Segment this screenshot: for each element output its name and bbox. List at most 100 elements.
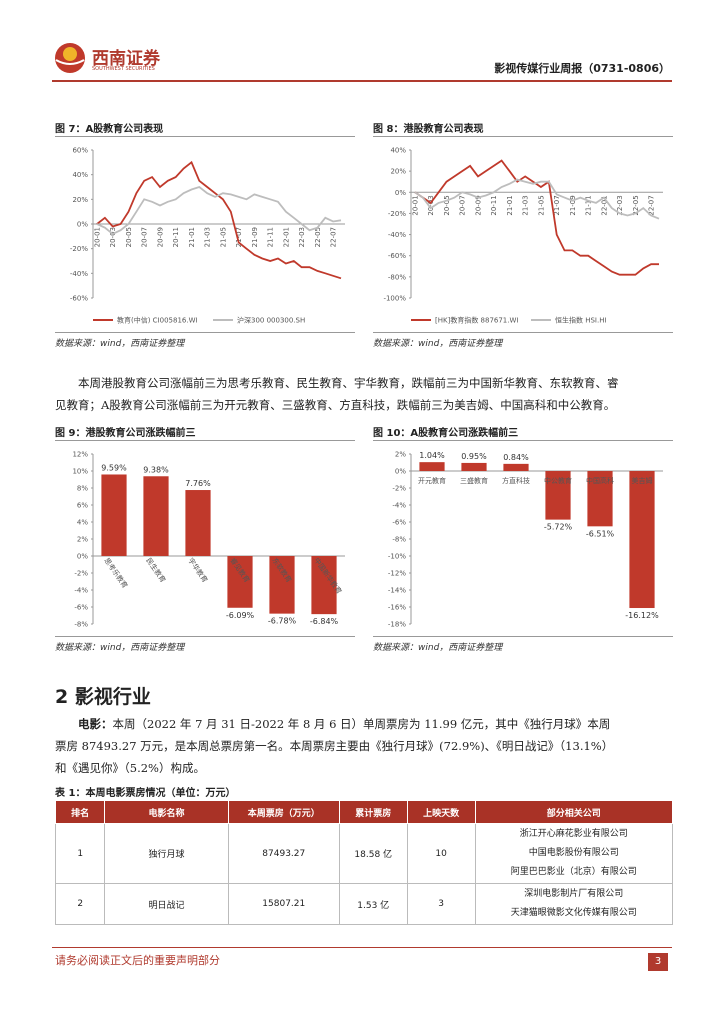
y-tick-label: 2%	[395, 451, 406, 459]
y-tick-label: 0%	[77, 221, 88, 229]
x-tick-label: 21-01	[188, 227, 196, 247]
x-tick-label: 20-03	[109, 227, 117, 247]
table-caption: 表 1：本周电影票房情况（单位：万元）	[55, 788, 236, 799]
cell: 浙江开心麻花影业有限公司 中国电影股份有限公司 阿里巴巴影业（北京）有限公司	[474, 823, 674, 884]
y-tick-label: -60%	[388, 252, 406, 260]
company: 中国电影股份有限公司	[528, 848, 619, 858]
legend-label: [HK]教育指数 887671.WI	[435, 316, 518, 325]
y-tick-label: 4%	[77, 519, 88, 527]
x-tick-label: 中公教育	[544, 476, 572, 485]
bar	[101, 474, 127, 556]
x-tick-label: 22-01	[600, 195, 608, 215]
cell: 1	[54, 823, 106, 884]
figure-title: 图 10：A股教育公司涨跌幅前三	[373, 428, 519, 439]
x-tick-label: 21-05	[537, 195, 545, 215]
y-tick-label: 6%	[77, 502, 88, 510]
y-tick-label: 0%	[77, 553, 88, 561]
bar	[587, 471, 613, 527]
logo	[55, 43, 85, 73]
y-tick-label: 2%	[77, 536, 88, 544]
bar	[419, 462, 445, 471]
x-tick-label: 21-07	[235, 227, 243, 247]
row: 2 明日战记 15807.21 1.53 亿 3 深圳电影制片厂有限公司 天津猫眼微影文化传…	[54, 883, 674, 925]
x-tick-label: 20-01	[94, 227, 102, 247]
x-tick-label: 美吉姆	[632, 476, 653, 485]
figure-rule	[55, 136, 355, 137]
figure-rule	[55, 636, 355, 637]
figure-title: 图 9：港股教育公司涨跌幅前三	[55, 428, 196, 439]
cell: 18.58 亿	[338, 823, 408, 884]
chart: -18% -16% -14% -12% -10% -8% -6% -4% -2% 0% 2% 1.04…	[388, 451, 663, 629]
cell: 2	[54, 883, 106, 925]
lead: 电影：	[78, 717, 113, 731]
figure-rule	[55, 440, 355, 441]
cell: 3	[406, 883, 476, 925]
footer-notice: 请务必阅读正文后的重要声明部分	[55, 954, 220, 967]
paragraph: 本周港股教育公司涨幅前三为思考乐教育、民生教育、宇华教育，跌幅前三为中国新华教育…	[55, 376, 619, 412]
header-rule	[52, 80, 672, 82]
y-tick-label: -100%	[383, 295, 406, 303]
value-label: -5.72%	[544, 523, 573, 532]
figure-title: 图 7：A股教育公司表现	[55, 124, 164, 135]
y-tick-label: 0%	[395, 189, 406, 197]
section-title: 2 影视行业	[55, 686, 151, 708]
cell: 深圳电影制片厂有限公司 天津猫眼微影文化传媒有限公司	[474, 883, 674, 925]
y-tick-label: -4%	[74, 587, 88, 595]
bar	[545, 471, 571, 520]
header-cell: 排名	[54, 800, 106, 824]
y-tick-label: 40%	[72, 171, 88, 179]
bar	[185, 490, 211, 556]
value-label: 9.38%	[143, 465, 169, 474]
y-tick-label: -8%	[74, 621, 88, 629]
chart: -8% -6% -4% -2% 0% 2% 4% 6% 8% 10% 12% 9.59% 思考乐教育 9.…	[72, 451, 345, 629]
y-tick-label: -40%	[70, 270, 88, 278]
cell: 10	[406, 823, 476, 884]
bar	[461, 462, 487, 471]
y-tick-label: -60%	[70, 295, 88, 303]
x-tick-label: 21-05	[219, 227, 227, 247]
value-label: 7.76%	[185, 479, 211, 488]
report-title: 影视传媒行业周报（0731-0806）	[494, 62, 670, 75]
bar	[311, 556, 337, 615]
y-tick-label: 40%	[390, 147, 406, 155]
y-tick-label: -8%	[392, 536, 406, 544]
figure-rule	[373, 136, 673, 137]
value-label: 0.84%	[503, 453, 529, 462]
x-tick-label: 20-11	[172, 227, 180, 247]
y-tick-label: 10%	[72, 468, 88, 476]
x-tick-label: 宇华教育	[186, 556, 209, 584]
y-tick-label: -80%	[388, 273, 406, 281]
x-tick-label: 20-03	[427, 195, 435, 215]
header-cell: 电影名称	[104, 800, 229, 824]
cell: 15807.21	[227, 883, 340, 925]
company: 浙江开心麻花影业有限公司	[519, 829, 628, 839]
x-tick-label: 22-01	[282, 227, 290, 247]
x-tick-label: 20-05	[125, 227, 133, 247]
bar	[629, 471, 655, 609]
x-tick-label: 20-11	[490, 195, 498, 215]
value-label: 1.04%	[419, 451, 445, 460]
x-tick-label: 20-09	[156, 227, 164, 247]
x-tick-label: 21-09	[251, 227, 259, 247]
bar	[143, 476, 169, 556]
y-tick-label: -6%	[392, 519, 406, 527]
x-tick-label: 20-05	[443, 195, 451, 215]
line	[96, 185, 342, 235]
y-tick-label: -18%	[388, 621, 406, 629]
cell: 独行月球	[104, 823, 229, 884]
x-tick-label: 三盛教育	[460, 476, 488, 485]
legend-label: 恒生指数 HSI.HI	[555, 316, 607, 325]
figure-rule	[373, 332, 673, 333]
y-tick-label: 8%	[77, 485, 88, 493]
x-tick-label: 22-07	[648, 195, 656, 215]
y-tick-label: -14%	[388, 587, 406, 595]
y-tick-label: -2%	[392, 485, 406, 493]
line	[96, 160, 342, 280]
y-tick-label: -40%	[388, 231, 406, 239]
y-tick-label: -10%	[388, 553, 406, 561]
header-row: 排名 电影名称 本周票房（万元） 累计票房 上映天数 部分相关公司	[54, 800, 674, 824]
y-tick-label: -2%	[74, 570, 88, 578]
header-cell: 上映天数	[406, 800, 476, 824]
y-tick-label: -4%	[392, 502, 406, 510]
